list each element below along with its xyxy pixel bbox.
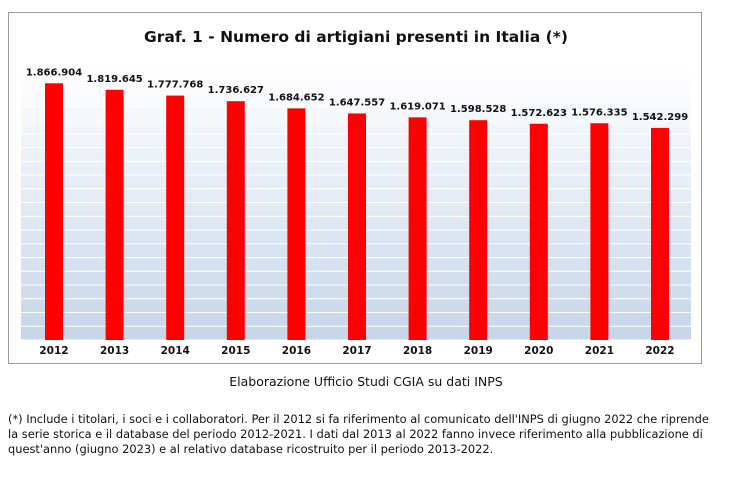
data-label-2016: 1.684.652 (268, 92, 324, 103)
x-tick-label-2017: 2017 (342, 345, 371, 357)
bar-2019 (469, 120, 488, 341)
data-label-2014: 1.777.768 (147, 80, 203, 91)
x-tick-label-2014: 2014 (161, 345, 190, 357)
bar-chart: 1.866.904 1.819.645 1.777.768 1.736.627 1.68… (21, 28, 691, 357)
chart-container: 1.866.904 1.819.645 1.777.768 1.736.627 1.68… (8, 12, 702, 364)
data-label-2012: 1.866.904 (26, 67, 82, 78)
x-tick-label-2021: 2021 (585, 345, 614, 357)
bar-2013 (105, 89, 124, 340)
x-tick-label-2013: 2013 (100, 345, 129, 357)
bar-2015 (226, 101, 245, 340)
source-note: Elaborazione Ufficio Studi CGIA su dati … (229, 374, 503, 389)
x-tick-label-2019: 2019 (464, 345, 493, 357)
data-label-2019: 1.598.528 (450, 104, 506, 115)
data-label-2015: 1.736.627 (208, 85, 264, 96)
chart-title: Graf. 1 - Numero di artigiani presenti i… (144, 28, 568, 46)
x-tick-label-2020: 2020 (524, 345, 553, 357)
data-label-2020: 1.572.623 (511, 108, 567, 119)
bar-2022 (651, 127, 669, 340)
x-tick-label-2016: 2016 (282, 345, 311, 357)
bar-2016 (287, 108, 306, 340)
bar-2014 (166, 95, 185, 340)
value-labels-group: 1.866.904 1.819.645 1.777.768 1.736.627 1.68… (26, 67, 688, 123)
bar-2012 (45, 83, 63, 341)
x-tick-label-2015: 2015 (221, 345, 250, 357)
data-label-2018: 1.619.071 (389, 101, 445, 112)
bar-2018 (408, 117, 427, 340)
x-tick-labels-group: 2012 2013 2014 2015 2016 2017 2018 2019 2020 2021… (39, 345, 674, 357)
x-tick-label-2018: 2018 (403, 345, 432, 357)
data-label-2013: 1.819.645 (86, 74, 142, 85)
bar-2021 (590, 123, 609, 340)
bar-2020 (529, 123, 548, 340)
data-label-2021: 1.576.335 (571, 107, 627, 118)
bars-group (45, 83, 669, 341)
x-tick-label-2022: 2022 (645, 345, 674, 357)
data-label-2017: 1.647.557 (329, 97, 385, 108)
data-label-2022: 1.542.299 (632, 112, 688, 123)
bar-2017 (348, 113, 366, 341)
x-tick-label-2012: 2012 (39, 345, 68, 357)
footnote: (*) Include i titolari, i soci e i colla… (8, 412, 709, 456)
